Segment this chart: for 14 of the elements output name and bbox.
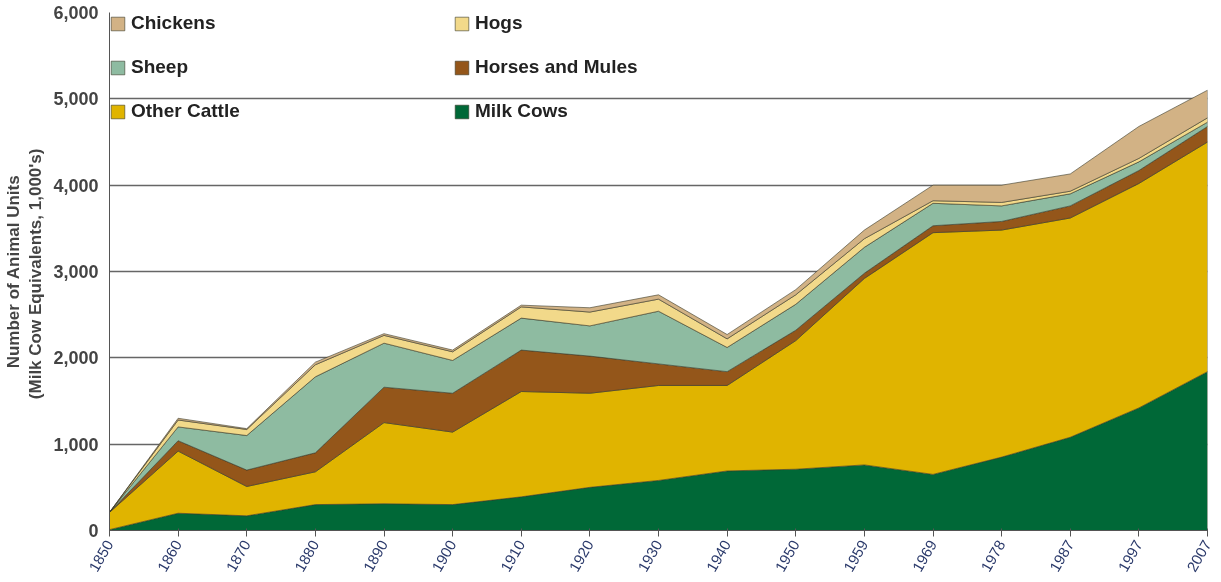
legend-label: Hogs xyxy=(475,12,524,34)
legend-label: Sheep xyxy=(131,56,190,78)
y-tick-label: 1,000 xyxy=(53,434,99,455)
y-tick-label: 3,000 xyxy=(53,262,99,282)
y-tick-label: 4,000 xyxy=(53,175,99,196)
y-tick-label: 2,000 xyxy=(53,348,99,369)
legend-label: Horses and Mules xyxy=(475,56,639,78)
legend-label: Milk Cows xyxy=(475,100,569,122)
y-tick-label: 6,000 xyxy=(53,3,99,23)
y-tick-label: 5,000 xyxy=(53,89,99,110)
legend-label: Other Cattle xyxy=(131,100,241,122)
y-axis-title: Number of Animal Units (Milk Cow Equivalents, 1,000's) xyxy=(3,148,46,400)
y-tick-label: 0 xyxy=(88,521,99,541)
legend-label: Chickens xyxy=(131,12,217,34)
